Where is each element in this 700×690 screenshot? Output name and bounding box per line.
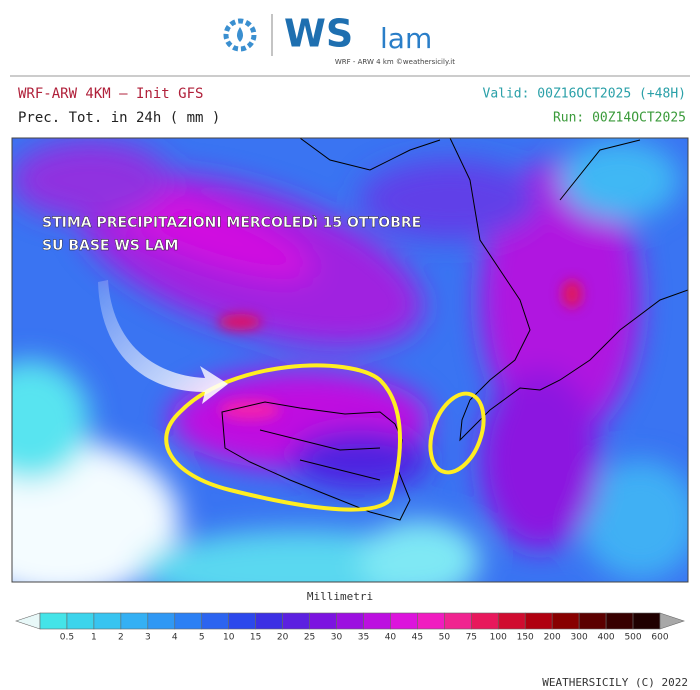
colorbar-label: 150 [517,633,534,643]
colorbar-arrow [659,612,685,630]
logo: WS lam WRF - ARW 4 km ©weathersicily.it [223,12,455,66]
colorbar-label: 2 [118,633,124,643]
logo-tagline: WRF - ARW 4 km ©weathersicily.it [335,58,455,66]
colorbar-label: 400 [597,633,614,643]
colorbar-swatch [578,612,607,630]
colorbar-label: 300 [571,633,588,643]
logo-ws: WS [284,12,353,56]
colorbar-label: 25 [304,633,315,643]
colorbar-swatch [66,612,95,630]
colorbar-label: 100 [490,633,507,643]
colorbar-swatch [39,612,68,630]
precip-map: STIMA PRECIPITAZIONI MERCOLEDì 15 OTTOBR… [12,138,688,582]
colorbar-label: 40 [385,633,397,643]
colorbar-label: 35 [358,633,369,643]
colorbar-swatch [471,612,499,630]
colorbar-label: 0.5 [60,633,74,643]
legend-title: Millimetri [307,590,373,603]
colorbar-swatch [524,612,553,630]
colorbar-swatch [228,612,256,630]
colorbar-swatch [605,612,634,630]
colorbar-label: 50 [439,633,451,643]
colorbar-swatch [309,612,337,630]
colorbar-swatch [120,612,149,630]
footer: WEATHERSICILY (C) 2022 [542,676,688,689]
valid-label: Valid: 00Z16OCT2025 (+48H) [483,87,687,102]
colorbar-swatch [444,612,472,630]
colorbar-label: 5 [199,633,205,643]
colorbar-swatch [147,612,176,630]
colorbar-swatch [632,612,661,630]
colorbar-swatch [497,612,526,630]
colorbar-label: 15 [250,633,261,643]
colorbar-swatch [551,612,580,630]
colorbar-label: 10 [223,633,235,643]
colorbar-swatch [201,612,229,630]
colorbar-label: 20 [277,633,289,643]
colorbar-arrow [15,612,41,630]
colorbar-swatch [417,612,445,630]
colorbar-swatch [174,612,203,630]
model-label: WRF-ARW 4KM — Init GFS [18,86,203,102]
colorbar-label: 600 [651,633,668,643]
annotation-line: SU BASE WS LAM [42,238,178,254]
colorbar-label: 75 [466,633,477,643]
colorbar-label: 30 [331,633,343,643]
colorbar-swatch [336,612,364,630]
logo-lam: lam [380,22,432,55]
colorbar-swatch [255,612,283,630]
colorbar-swatch [282,612,310,630]
colorbar-label: 200 [544,633,561,643]
run-label: Run: 00Z14OCT2025 [553,111,686,126]
colorbar-label: 4 [172,633,178,643]
colorbar: 0.5 1 2 3 4 5 10 15 20 25 30 35 40 45 50 75 100 150 200 300… [15,612,685,643]
field-label: Prec. Tot. in 24h ( mm ) [18,110,220,126]
colorbar-label: 45 [412,633,423,643]
colorbar-label: 500 [624,633,641,643]
colorbar-swatch [390,612,418,630]
colorbar-label: 1 [91,633,97,643]
annotation-line: STIMA PRECIPITAZIONI MERCOLEDì 15 OTTOBR… [42,215,421,231]
colorbar-swatch [93,612,122,630]
colorbar-label: 3 [145,633,151,643]
colorbar-swatch [363,612,391,630]
